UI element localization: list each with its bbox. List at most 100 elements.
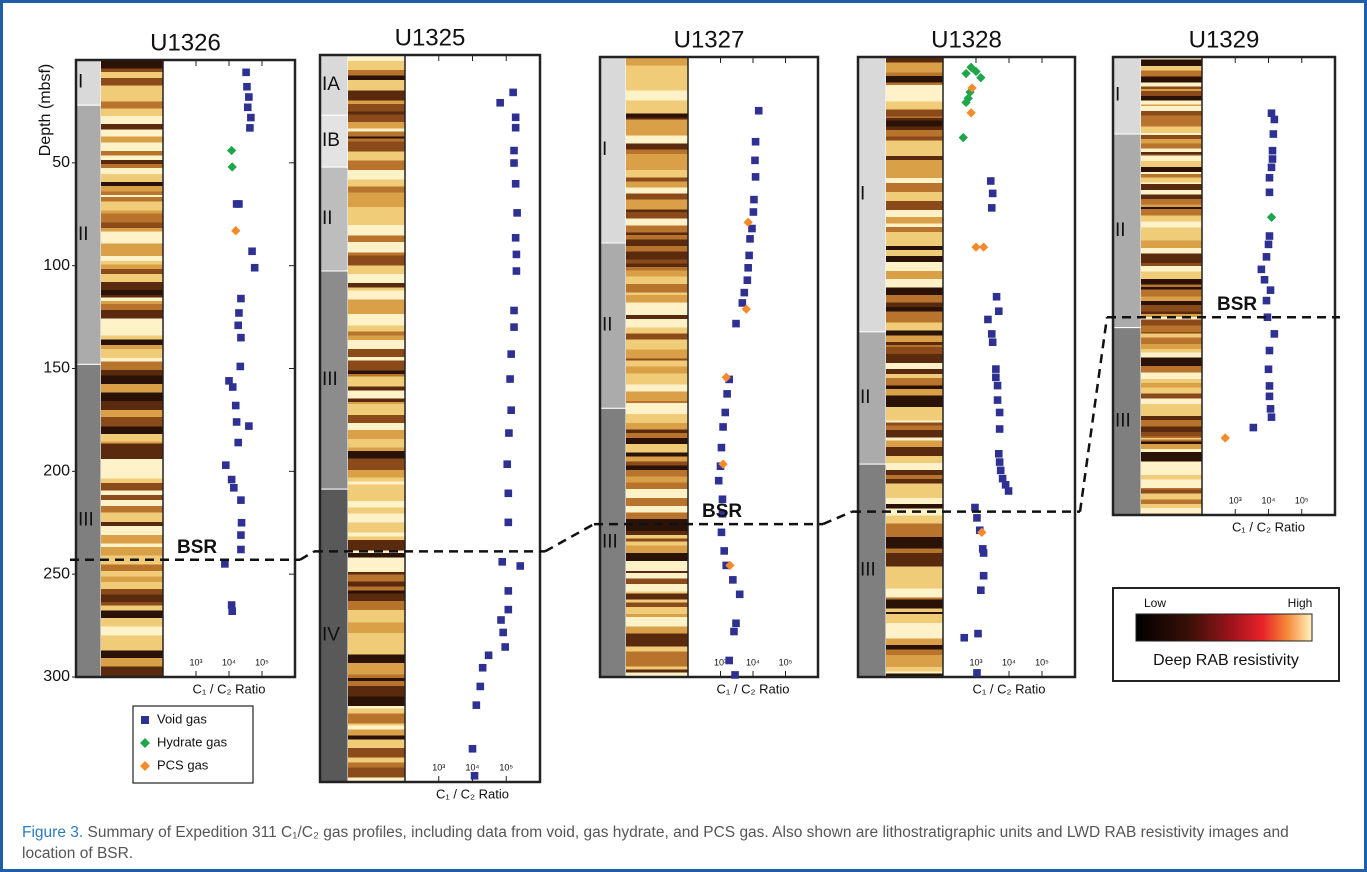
resistivity-image [886, 57, 943, 677]
void-point [995, 408, 1004, 417]
void-point [506, 375, 514, 383]
void-point [243, 103, 252, 112]
void-point [729, 576, 737, 584]
bsr-label: BSR [177, 537, 217, 558]
void-point [714, 476, 723, 485]
void-point [744, 264, 752, 272]
void-point [1269, 130, 1278, 138]
void-point [750, 195, 758, 204]
void-point [986, 177, 995, 185]
void-point [242, 68, 250, 77]
void-point [979, 571, 988, 580]
void-point [974, 629, 982, 638]
void-point [234, 321, 242, 330]
panel-border [318, 53, 542, 784]
panel-title: U1328 [931, 26, 1002, 53]
plot-area [943, 57, 1075, 677]
void-point [1260, 275, 1269, 284]
void-point [993, 396, 1002, 404]
void-point [1267, 163, 1276, 172]
diamond-point [958, 132, 968, 143]
void-point [977, 586, 985, 594]
void-point [1265, 173, 1274, 182]
unit-label: I [602, 139, 607, 160]
unit-block [1112, 56, 1142, 135]
void-point [1264, 365, 1273, 374]
void-point [720, 547, 729, 555]
unit-block [599, 242, 627, 409]
void-point [245, 93, 253, 101]
x-tick-label: 10⁴ [1262, 495, 1276, 505]
void-point [1268, 146, 1277, 155]
unit-label: I [1115, 85, 1120, 106]
colorbar-high: High [1288, 596, 1313, 610]
void-point [511, 233, 520, 242]
x-tick-label: 10⁴ [466, 762, 480, 772]
void-point [743, 276, 752, 284]
void-point [731, 671, 739, 679]
unit-label: II [860, 387, 871, 408]
x-tick-label: 10³ [189, 657, 202, 667]
void-point [746, 235, 754, 243]
x-tick-label: 10⁴ [746, 657, 760, 667]
void-point [1267, 413, 1276, 421]
unit-block [319, 488, 349, 783]
y-tick-label: 200 [43, 463, 70, 480]
void-point [247, 113, 255, 122]
void-point [237, 545, 245, 554]
void-point [719, 423, 727, 431]
void-point [513, 209, 521, 217]
void-point [1270, 115, 1279, 124]
caption-label: Figure 3. [22, 824, 84, 841]
x-tick-label: 10⁴ [222, 657, 236, 667]
panel-title: U1326 [150, 29, 221, 56]
void-point [237, 518, 246, 527]
colorbar [1135, 613, 1313, 642]
diamond-point [971, 66, 981, 77]
void-point [511, 179, 520, 188]
x-tick-label: 10⁵ [1295, 495, 1309, 505]
void-point [1257, 265, 1266, 274]
void-point [973, 669, 981, 677]
diamond-point [741, 304, 751, 314]
void-point [973, 514, 981, 522]
void-point [751, 137, 760, 146]
void-point [237, 294, 245, 303]
void-point [725, 656, 733, 665]
bsr-connector [544, 522, 595, 553]
void-point [723, 390, 731, 398]
void-point [510, 146, 518, 155]
void-point [504, 587, 513, 595]
unit-label: IB [322, 130, 340, 151]
void-point [236, 362, 245, 371]
void-point [754, 106, 763, 115]
void-point [1270, 330, 1279, 338]
void-point [221, 560, 229, 568]
void-point [248, 247, 256, 256]
y-axis-label: Depth (mbsf) [37, 64, 54, 156]
x-axis-label: C₁ / C₂ Ratio [1232, 519, 1305, 534]
void-point [230, 483, 238, 492]
diamond-point [226, 145, 237, 156]
void-point [1001, 481, 1010, 489]
y-tick-label: 50 [52, 154, 70, 171]
void-point [988, 338, 997, 346]
caption: Figure 3. Summary of Expedition 311 C₁/C… [22, 822, 1342, 864]
void-point [998, 474, 1007, 483]
diamond-point [1266, 212, 1277, 222]
x-tick-label: 10⁵ [1035, 657, 1049, 667]
void-point [237, 531, 245, 539]
unit-label: II [1115, 220, 1126, 241]
void-point [510, 306, 518, 315]
plot-area [1202, 57, 1335, 515]
void-point [504, 518, 513, 527]
legend-label: Void gas [157, 711, 207, 726]
x-tick-label: 10³ [969, 657, 982, 667]
void-point [472, 701, 481, 709]
void-point [511, 113, 520, 122]
y-tick-label: 150 [43, 360, 70, 377]
void-point [504, 489, 513, 498]
unit-label: III [78, 510, 94, 531]
legend-label: PCS gas [157, 757, 209, 772]
void-point [988, 189, 997, 198]
